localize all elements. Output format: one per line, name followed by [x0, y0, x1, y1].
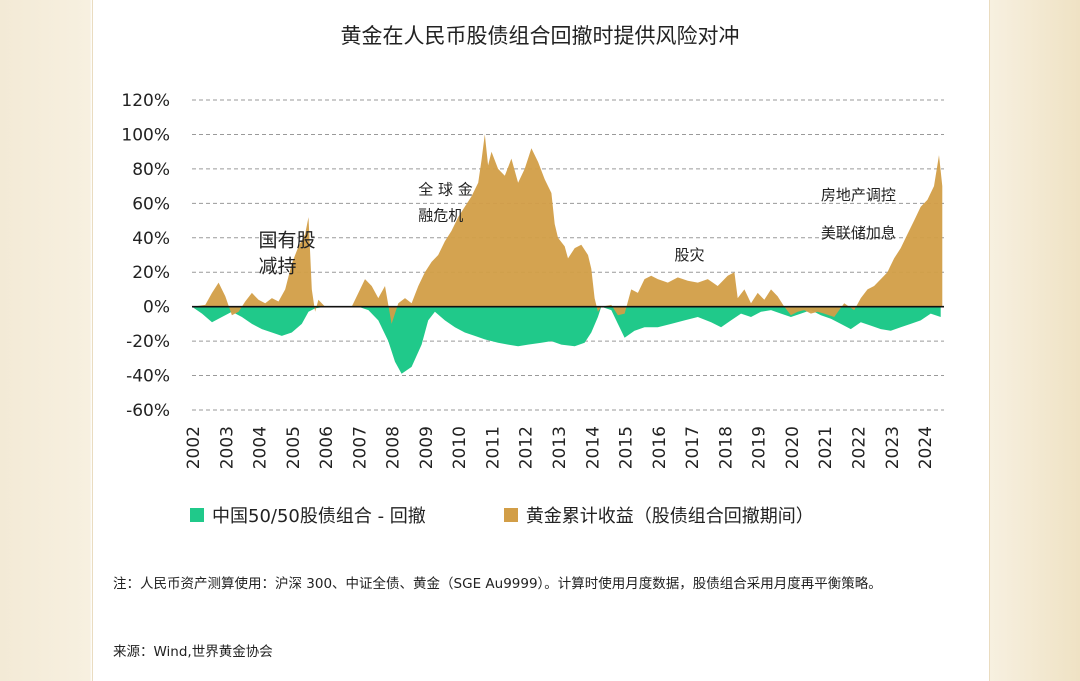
x-tick-label: 2003 [217, 426, 237, 469]
legend-item-gold: 黄金累计收益（股债组合回撤期间） [503, 502, 814, 528]
chart-annotation: 房地产调控 [821, 186, 896, 204]
chart-annotation: 国有股 [259, 229, 316, 251]
y-tick-label: -40% [126, 367, 170, 387]
x-tick-label: 2004 [251, 426, 271, 469]
chart-annotation: 减持 [259, 255, 297, 277]
source-note: 来源：Wind,世界黄金协会 [113, 644, 273, 660]
x-tick-label: 2013 [550, 426, 570, 469]
x-tick-label: 2009 [417, 426, 437, 469]
x-tick-label: 2008 [384, 426, 404, 469]
x-tick-label: 2005 [284, 426, 304, 469]
x-tick-label: 2007 [350, 426, 370, 469]
y-tick-label: 20% [132, 263, 170, 283]
chart-annotation: 全 球 金 [418, 181, 473, 199]
y-tick-label: 100% [121, 125, 170, 145]
y-tick-label: 80% [132, 160, 170, 180]
y-tick-label: 60% [132, 194, 170, 214]
legend-label-drawdown: 中国50/50股债组合 - 回撤 [212, 506, 426, 527]
y-tick-label: 40% [132, 229, 170, 249]
chart-annotation: 美联储加息 [821, 224, 896, 242]
legend-label-gold: 黄金累计收益（股债组合回撤期间） [525, 506, 814, 527]
x-tick-label: 2017 [683, 426, 703, 469]
y-tick-label: -20% [126, 332, 170, 352]
x-tick-label: 2011 [483, 426, 503, 469]
x-tick-label: 2024 [916, 426, 936, 469]
chart-annotation: 股灾 [674, 246, 704, 264]
x-tick-label: 2021 [816, 426, 836, 469]
x-tick-label: 2002 [184, 426, 204, 469]
x-tick-label: 2020 [783, 426, 803, 469]
y-tick-label: 0% [143, 298, 170, 318]
legend-swatch-drawdown [190, 508, 204, 522]
x-tick-label: 2014 [583, 426, 603, 469]
chart-title: 黄金在人民币股债组合回撤时提供风险对冲 [340, 24, 740, 48]
legend-swatch-gold [503, 508, 518, 522]
series-area-gold [192, 134, 943, 324]
x-tick-label: 2023 [883, 426, 903, 469]
chart-legend: 中国50/50股债组合 - 回撤 黄金累计收益（股债组合回撤期间） [190, 502, 814, 528]
x-tick-label: 2010 [450, 426, 470, 469]
x-tick-label: 2019 [750, 426, 770, 469]
x-tick-label: 2018 [716, 426, 736, 469]
x-tick-label: 2016 [650, 426, 670, 469]
legend-item-drawdown: 中国50/50股债组合 - 回撤 [190, 502, 426, 528]
x-tick-label: 2006 [317, 426, 337, 469]
y-tick-label: -60% [126, 401, 170, 421]
y-tick-label: 120% [121, 91, 170, 111]
chart-annotation: 融危机 [418, 207, 463, 225]
x-tick-label: 2022 [849, 426, 869, 469]
series-area-drawdown [192, 306, 941, 374]
x-tick-label: 2012 [517, 426, 537, 469]
x-tick-label: 2015 [617, 426, 637, 469]
footnote: 注：人民币资产测算使用：沪深 300、中证全债、黄金（SGE Au9999）。计… [113, 576, 882, 592]
chart-svg: 120% 100% 80% 60% 40% 20% 0% -20% -40% -60% 2002 20… [121, 91, 944, 469]
